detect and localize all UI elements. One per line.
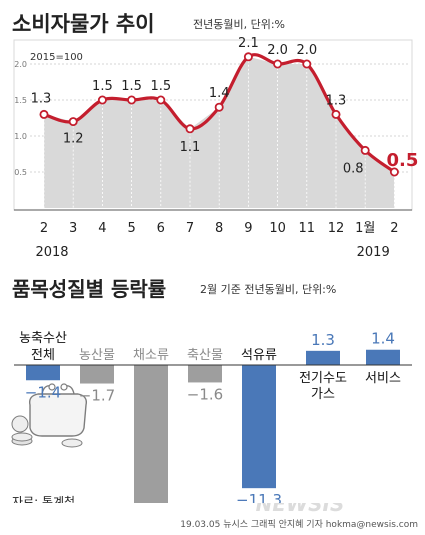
data-point [273,59,283,69]
value-label: 1.3 [311,331,335,349]
category-label: 농축수산 [19,331,67,346]
bar [306,350,340,365]
category-label: 전체 [31,348,55,363]
category-label: 축산물 [187,348,223,363]
credit-line: 19.03.05 뉴시스 그래픽 안지혜 기자 hokma@newsis.com [180,518,418,530]
value-label: 0.8 [343,161,364,176]
value-label: 1.1 [180,140,201,155]
x-tick-label: 3 [69,221,77,236]
x-tick-label: 10 [269,221,286,236]
value-label: 2.0 [296,43,317,58]
year-label: 2018 [35,245,68,260]
bar [80,365,114,384]
value-label: 1.2 [63,132,84,147]
bar [188,365,222,383]
data-point [331,109,341,119]
value-label: 1.5 [150,79,171,94]
cpi-line-chart: 2.0 1.5 1.0 0.5 2015=100 1.3 2 1.2 3 1.5 4 1.5 5 1.5 6… [13,36,418,260]
footer-graphics: NEWSIS 19.03.05 뉴시스 그래픽 안지혜 기자 hokma@new… [180,492,418,530]
value-label: 2.1 [238,36,259,51]
y-tick-label: 0.5 [14,168,27,177]
x-tick-label: 7 [186,221,194,236]
data-point [68,117,78,127]
category-label: 석유류 [241,348,277,363]
value-label: 1.3 [31,91,52,106]
value-label: 1.3 [326,93,347,108]
data-point [97,95,107,105]
data-point [127,95,137,105]
y-tick-label: 1.5 [14,96,27,105]
x-tick-label: 12 [328,221,345,236]
value-label: 1.5 [92,79,113,94]
value-label: 0.5 [386,150,418,171]
category-label: 전기수도 [299,371,347,386]
category-label: 채소류 [133,348,169,363]
x-tick-label: 9 [244,221,252,236]
data-point [156,95,166,105]
bar [26,365,60,381]
base-note: 2015=100 [30,52,83,63]
value-label: 2.0 [267,43,288,58]
value-label: −1.4 [25,383,61,401]
x-tick-label: 6 [157,221,165,236]
x-tick-label: 11 [299,221,316,236]
data-point [185,124,195,134]
item-subtitle: 2월 기준 전년동월비, 단위:% [200,283,337,296]
item-title: 품목성질별 등락률 [12,277,167,301]
cpi-subtitle: 전년동월비, 단위:% [193,18,285,31]
value-label: 1.5 [121,79,142,94]
bar [134,365,168,530]
newsis-watermark: NEWSIS [256,503,345,516]
value-label: −1.7 [79,387,115,405]
cpi-title: 소비자물가 추이 [12,12,155,36]
data-point [360,145,370,155]
bar [366,349,400,365]
y-tick-label: 2.0 [14,60,27,69]
category-label: 농산물 [79,348,115,363]
bar [242,365,276,489]
x-tick-label: 5 [127,221,135,236]
footer: NEWSIS 19.03.05 뉴시스 그래픽 안지혜 기자 hokma@new… [0,492,425,531]
value-label: −1.6 [187,385,223,403]
data-point [243,52,253,62]
value-label: 1.4 [209,86,230,101]
x-tick-label: 1월 [355,221,375,236]
value-label: 1.4 [371,330,395,348]
data-point [389,167,399,177]
category-label: 가스 [311,387,335,402]
item-bar-chart: 자료: 통계청 농축수산전체−1.4농산물−1.7채소류−15.1축산물−1.6… [11,330,412,530]
data-point [214,102,224,112]
year-label: 2019 [357,245,390,260]
y-tick-label: 1.0 [14,132,27,141]
data-point [39,109,49,119]
x-tick-label: 2 [40,221,48,236]
x-tick-label: 8 [215,221,223,236]
x-tick-label: 2 [390,221,398,236]
category-label: 서비스 [365,371,401,386]
x-tick-label: 4 [98,221,106,236]
wallet-illustration [11,383,88,448]
data-point [302,59,312,69]
